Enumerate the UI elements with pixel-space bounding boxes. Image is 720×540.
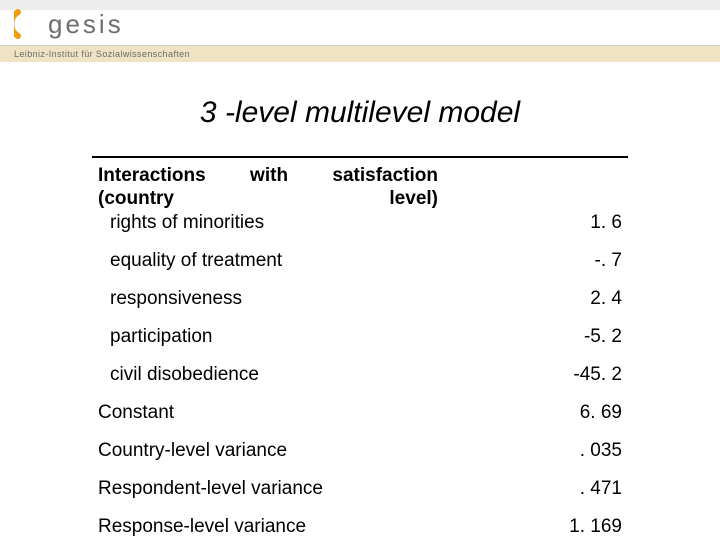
table-row-label: Country-level variance (92, 434, 532, 472)
table-row-value: -5. 2 (532, 320, 628, 358)
table-header-cell: Interactions with satisfaction (country … (92, 157, 532, 244)
table-row-value: 1. 169 (532, 510, 628, 540)
table-row-label: rights of minorities (98, 210, 526, 234)
table-row-value: 6. 69 (532, 396, 628, 434)
slide: gesis Leibniz-Institut für Sozialwissens… (0, 0, 720, 540)
header-banner: gesis Leibniz-Institut für Sozialwissens… (0, 0, 720, 62)
slide-title: 3 -level multilevel model (0, 96, 720, 130)
results-table: Interactions with satisfaction (country … (92, 156, 628, 540)
table-row-value: . 035 (532, 434, 628, 472)
brand-logo: gesis (14, 6, 124, 42)
logo-text: gesis (48, 9, 124, 40)
table-row-value: -. 7 (532, 244, 628, 282)
banner-rule (0, 45, 720, 46)
brand-tagline: Leibniz-Institut für Sozialwissenschafte… (14, 49, 190, 59)
table-row-label: Respondent-level variance (92, 472, 532, 510)
table-row-label: Response-level variance (92, 510, 532, 540)
table-header-label: Interactions with satisfaction (country … (98, 164, 438, 210)
table-row-label: civil disobedience (92, 358, 532, 396)
table-row-label: Constant (92, 396, 532, 434)
logo-arc-icon (14, 6, 44, 42)
table-row-label: responsiveness (92, 282, 532, 320)
table-row-value: 2. 4 (532, 282, 628, 320)
table-row-label: participation (92, 320, 532, 358)
table-row-value: 1. 6 (532, 157, 628, 244)
table-row-value: . 471 (532, 472, 628, 510)
table-row-label: equality of treatment (92, 244, 532, 282)
table-row-value: -45. 2 (532, 358, 628, 396)
